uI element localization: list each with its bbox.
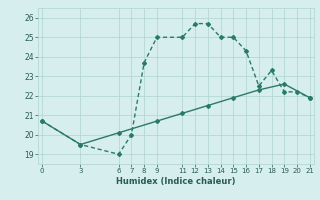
X-axis label: Humidex (Indice chaleur): Humidex (Indice chaleur) — [116, 177, 236, 186]
